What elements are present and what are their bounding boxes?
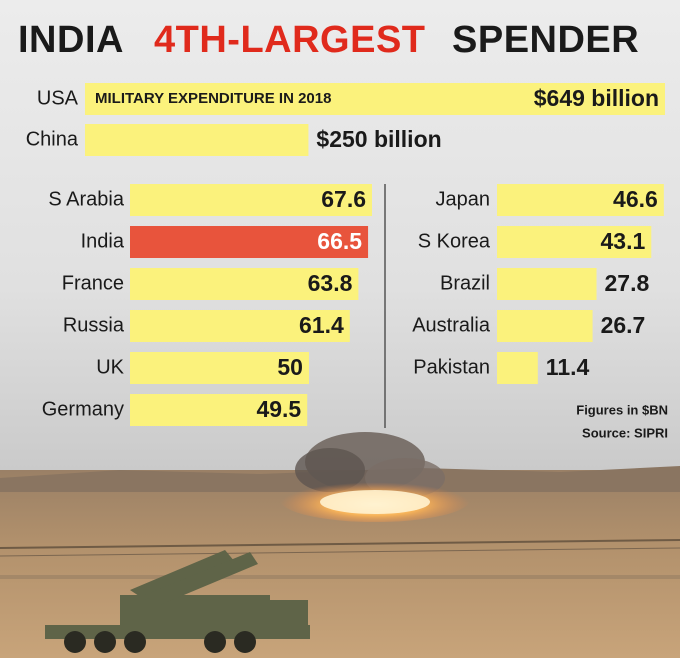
bar [130,184,372,216]
value-label: 11.4 [546,354,590,380]
bar [85,124,309,156]
bar [497,268,597,300]
value-label: 67.6 [321,186,366,212]
value-label: $649 billion [534,85,659,111]
category-label: Pakistan [413,356,490,378]
category-label: Japan [436,188,491,210]
category-label: Brazil [440,272,490,294]
category-label: UK [96,356,124,378]
category-label: S Korea [418,230,491,252]
value-label: 46.6 [613,186,658,212]
title-part: SPENDER [452,19,639,61]
subtitle: MILITARY EXPENDITURE IN 2018 [95,90,331,107]
category-label: India [81,230,125,252]
source: Source: SIPRI [582,425,668,440]
category-label: S Arabia [48,188,124,210]
bar [130,310,350,342]
title-part: INDIA [18,19,124,61]
note: Figures in $BN [576,402,668,417]
category-label: USA [37,87,79,109]
title-highlight: 4TH-LARGEST [154,19,426,61]
category-label: China [26,128,79,150]
value-label: 63.8 [308,270,353,296]
bar [497,310,593,342]
value-label: 49.5 [256,396,301,422]
bar [130,226,369,258]
value-label: $250 billion [316,126,441,152]
category-label: Germany [42,398,124,420]
category-label: Russia [63,314,125,336]
bar [497,184,664,216]
bar [497,226,652,258]
value-label: 43.1 [601,228,646,254]
title: INDIA 4TH-LARGEST SPENDER [18,19,639,61]
value-label: 66.5 [317,228,362,254]
category-label: Australia [412,314,491,336]
value-label: 26.7 [601,312,646,338]
value-label: 61.4 [299,312,344,338]
bar [85,83,665,115]
value-label: 50 [277,354,303,380]
value-label: 27.8 [605,270,650,296]
bar [130,268,359,300]
bar [130,352,309,384]
category-label: France [62,272,124,294]
bar [497,352,538,384]
bar [130,394,308,426]
